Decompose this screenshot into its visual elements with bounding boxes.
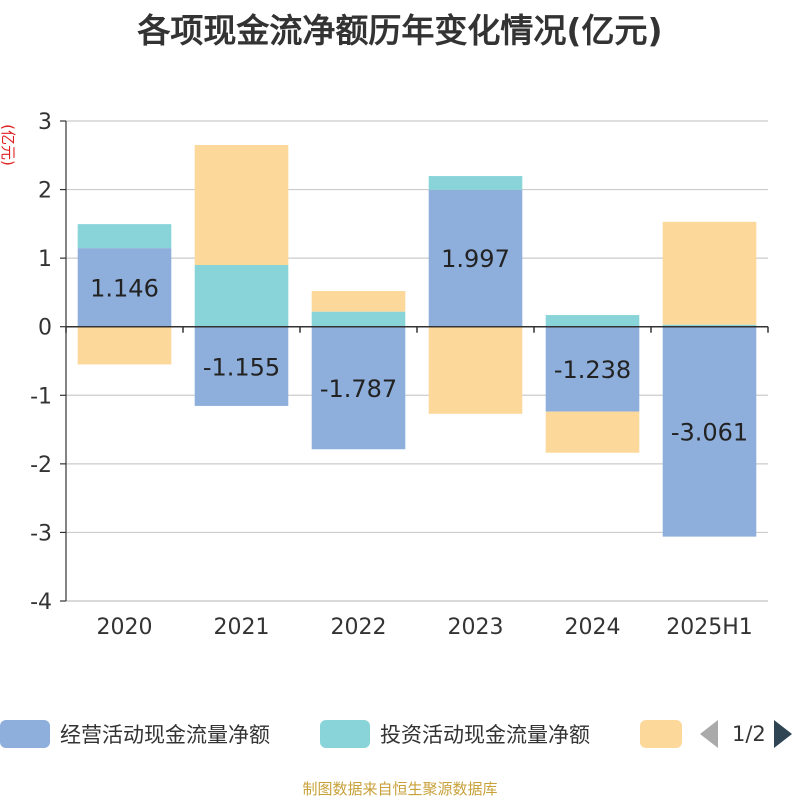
y-tick-label: 0: [38, 316, 52, 341]
data-label: -1.155: [203, 353, 280, 381]
bar-segment-0: [194, 326, 289, 406]
x-tick-label: 2023: [448, 615, 504, 640]
bar-segment-0: [545, 326, 640, 412]
legend-prev-arrow-icon[interactable]: [700, 720, 718, 748]
legend: 经营活动现金流量净额 投资活动现金流量净额 1/2: [0, 716, 800, 752]
x-tick-label: 2021: [214, 615, 270, 640]
source-note: 制图数据来自恒生聚源数据库: [302, 780, 498, 798]
legend-item-operating[interactable]: 经营活动现金流量净额: [0, 720, 270, 748]
y-tick-label: 2: [38, 179, 52, 204]
legend-label-investing: 投资活动现金流量净额: [380, 723, 590, 747]
data-label: 1.997: [441, 245, 510, 273]
x-tick-label: 2025H1: [666, 615, 753, 640]
data-label: -1.787: [320, 375, 397, 403]
bar-segment-2: [428, 326, 523, 414]
x-tick-label: 2024: [565, 615, 621, 640]
legend-item-investing[interactable]: 投资活动现金流量净额: [320, 720, 590, 748]
bar-segment-0: [662, 326, 757, 537]
bar-segment-1: [428, 176, 523, 190]
x-tick-label: 2020: [97, 615, 153, 640]
legend-label-operating: 经营活动现金流量净额: [60, 723, 270, 747]
y-tick-label: -2: [30, 453, 52, 478]
legend-swatch-operating: [0, 720, 50, 748]
legend-pager: 1/2: [700, 720, 792, 748]
legend-item-financing[interactable]: [640, 720, 682, 748]
bar-segment-2: [662, 221, 757, 325]
data-label: -1.238: [554, 356, 631, 384]
y-tick-label: -3: [30, 521, 52, 546]
y-tick-label: 1: [38, 247, 52, 272]
bar-segment-1: [194, 265, 289, 327]
y-axis-label: (亿元): [0, 124, 17, 166]
bar-segment-0: [77, 248, 172, 327]
data-label: -3.061: [671, 419, 748, 447]
bar-segment-1: [311, 311, 406, 327]
legend-next-arrow-icon[interactable]: [773, 720, 792, 748]
bar-segment-0: [311, 326, 406, 450]
y-tick-label: -4: [30, 590, 52, 615]
legend-swatch-investing: [320, 720, 370, 748]
bar-segment-1: [545, 315, 640, 327]
bar-segment-2: [194, 145, 289, 265]
y-tick-label: -1: [30, 384, 52, 409]
bar-segment-2: [545, 411, 640, 453]
chart-title: 各项现金流净额历年变化情况(亿元): [137, 11, 663, 50]
legend-swatch-financing: [640, 720, 682, 748]
data-label: 1.146: [90, 274, 159, 302]
bar-segment-0: [428, 189, 523, 327]
bar-segment-2: [77, 326, 172, 365]
x-tick-label: 2022: [331, 615, 387, 640]
legend-page-indicator: 1/2: [732, 722, 766, 746]
y-tick-label: 3: [38, 110, 52, 135]
bar-segment-1: [77, 224, 172, 249]
bar-segment-1: [662, 324, 757, 327]
bar-segment-2: [311, 291, 406, 312]
